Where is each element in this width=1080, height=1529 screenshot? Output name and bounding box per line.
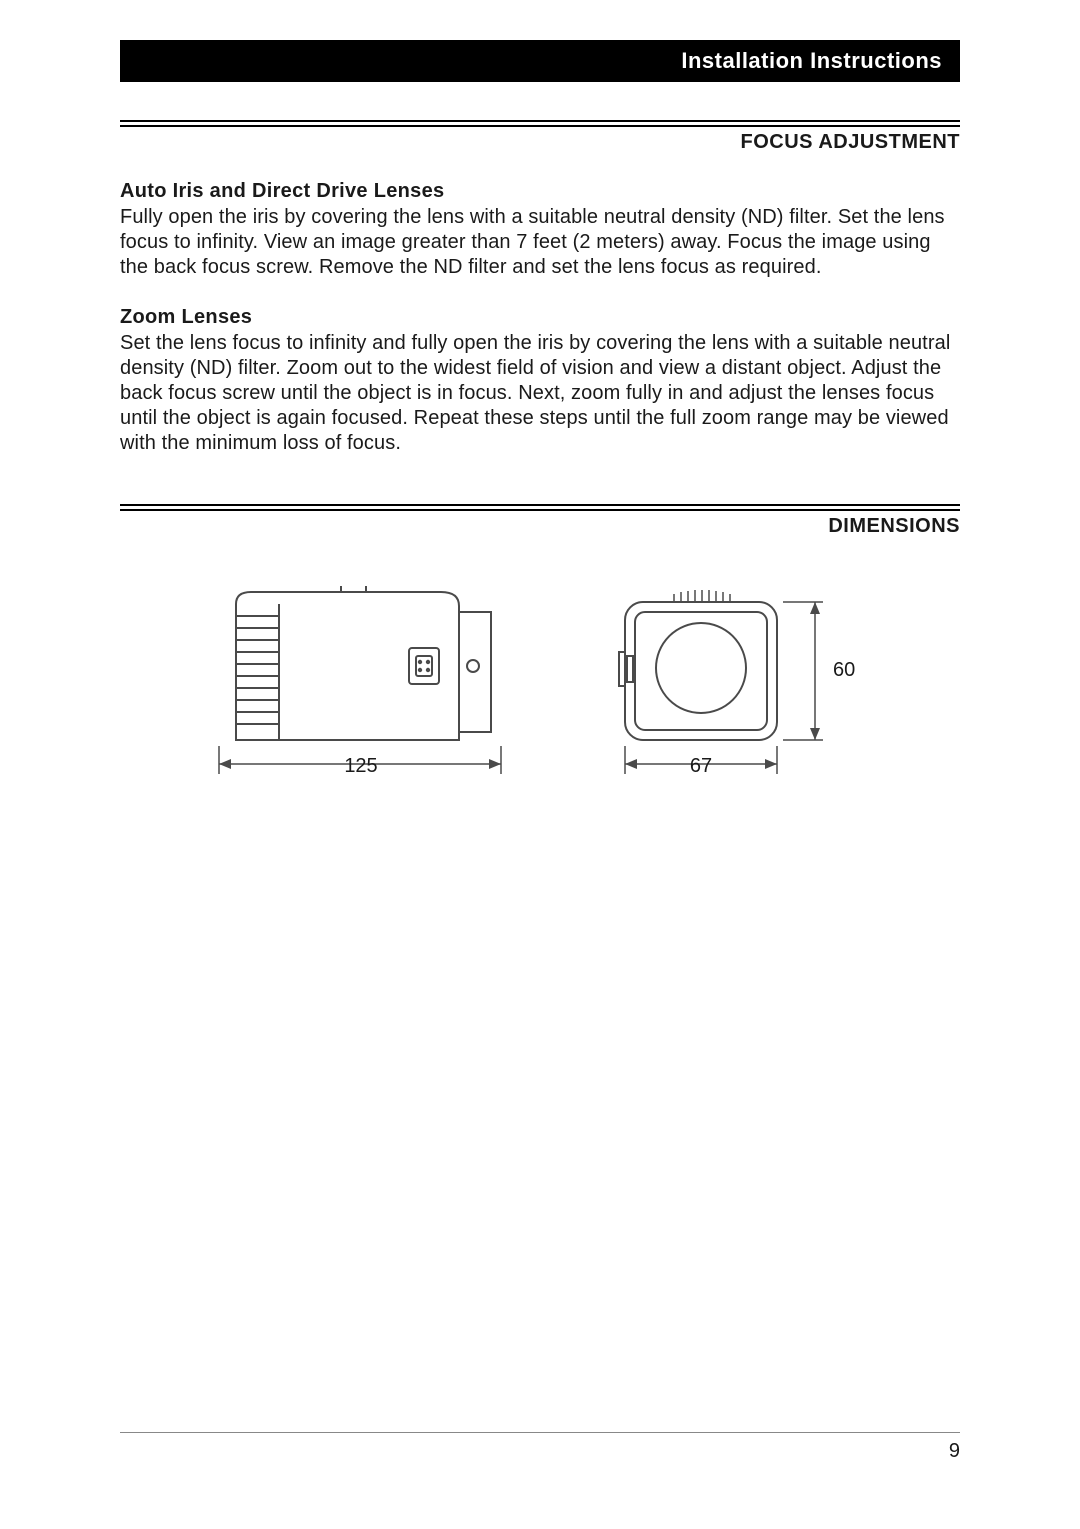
header-bar: Installation Instructions — [120, 40, 960, 82]
side-view-diagram: 125 — [201, 586, 541, 786]
focus-section-title: FOCUS ADJUSTMENT — [120, 131, 960, 154]
page-number: 9 — [949, 1440, 960, 1463]
section-rule — [120, 504, 960, 511]
zoom-lenses-body: Set the lens focus to infinity and fully… — [120, 331, 960, 456]
dimensions-section: DIMENSIONS — [120, 504, 960, 786]
diagram-row: 125 — [120, 586, 960, 786]
dimensions-section-title: DIMENSIONS — [120, 515, 960, 538]
front-height-label: 60 — [833, 659, 855, 681]
zoom-lenses-group: Zoom Lenses Set the lens focus to infini… — [120, 306, 960, 456]
auto-iris-heading: Auto Iris and Direct Drive Lenses — [120, 180, 960, 203]
front-width-label: 67 — [690, 755, 712, 777]
camera-front-svg: 60 67 — [599, 586, 879, 786]
zoom-lenses-heading: Zoom Lenses — [120, 306, 960, 329]
auto-iris-body: Fully open the iris by covering the lens… — [120, 205, 960, 280]
auto-iris-group: Auto Iris and Direct Drive Lenses Fully … — [120, 180, 960, 280]
side-width-label: 125 — [344, 755, 377, 777]
header-title: Installation Instructions — [681, 48, 942, 74]
camera-side-svg: 125 — [201, 586, 541, 786]
page: Installation Instructions FOCUS ADJUSTME… — [0, 0, 1080, 1529]
front-view-diagram: 60 67 — [599, 586, 879, 786]
focus-section: FOCUS ADJUSTMENT Auto Iris and Direct Dr… — [120, 120, 960, 456]
footer-rule — [120, 1432, 960, 1433]
section-rule — [120, 120, 960, 127]
